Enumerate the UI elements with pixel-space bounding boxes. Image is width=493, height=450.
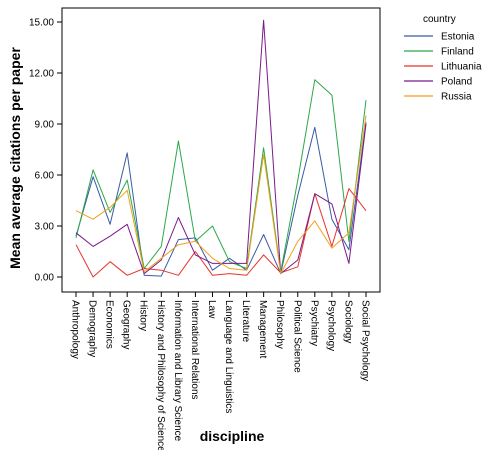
y-axis: 0.00 3.00 6.00 9.00 12.00 15.00 (29, 18, 62, 284)
legend-item-label: Poland (441, 77, 472, 88)
x-tick-label: Psychology (325, 300, 336, 351)
x-tick-label: Philosophy (274, 300, 285, 349)
legend-item-label: Finland (441, 47, 474, 58)
x-tick-label: Demography (87, 300, 98, 357)
x-tick-label: Information and Library Science (172, 300, 183, 442)
x-tick-label: International Relations (189, 300, 200, 400)
x-tick-label: Management (257, 300, 268, 359)
x-axis-title: discipline (200, 428, 265, 444)
series-line-lithuania (75, 188, 367, 278)
x-tick-label: Language and Linguistics (223, 300, 234, 413)
x-tick-label: Sociology (342, 300, 353, 343)
legend-title: country (423, 14, 456, 25)
x-tick-label: Political Science (291, 300, 302, 373)
x-tick-label: Psychiatry (308, 300, 319, 346)
legend-item-label: Russia (441, 92, 472, 103)
plot-area (61, 7, 381, 293)
x-tick-label: Social Psychology (360, 300, 371, 381)
y-axis-title: Mean average citations per paper (7, 47, 23, 269)
x-tick-label: Economics (104, 300, 115, 349)
x-axis: Anthropology Demography Economics Geography… (70, 292, 371, 450)
x-tick-label: History and Philosophy of Science (155, 300, 166, 450)
series-line-estonia (75, 122, 367, 277)
x-tick-label: Geography (121, 300, 132, 349)
y-tick-label: 9.00 (35, 120, 55, 131)
x-tick-label: Literature (240, 300, 251, 343)
y-tick-label: 6.00 (35, 171, 55, 182)
x-tick-label: History (138, 300, 149, 331)
series-line-russia (75, 115, 367, 275)
y-tick-label: 3.00 (35, 222, 55, 233)
y-tick-label: 12.00 (29, 69, 54, 80)
y-tick-label: 0.00 (35, 273, 55, 284)
x-tick-label: Law (206, 300, 217, 319)
x-tick-label: Anthropology (70, 300, 81, 359)
series-layer (75, 19, 367, 278)
legend-item-label: Estonia (441, 32, 475, 43)
y-tick-label: 15.00 (29, 18, 54, 29)
legend-item-label: Lithuania (441, 62, 482, 73)
legend: country Estonia Finland Lithuania Poland Rus… (404, 14, 482, 103)
series-line-poland (75, 19, 367, 275)
series-line-finland (75, 79, 367, 273)
